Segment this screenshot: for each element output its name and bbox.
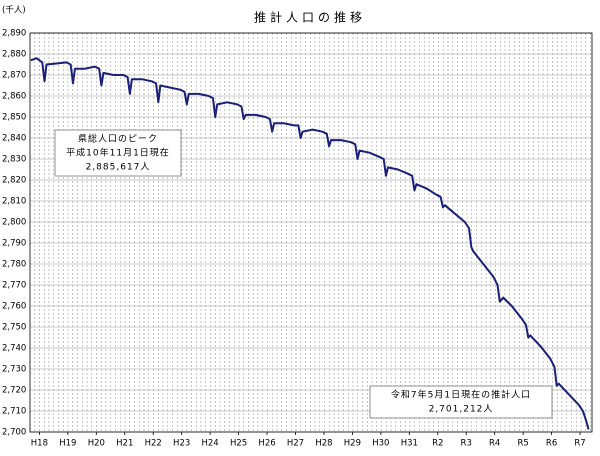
x-tick-label: H31 bbox=[401, 439, 418, 449]
annotation-box bbox=[369, 385, 553, 419]
x-tick-label: R2 bbox=[432, 439, 443, 449]
x-tick-label: H28 bbox=[315, 439, 332, 449]
y-tick-label: 2,750 bbox=[2, 323, 26, 333]
annotation-text: 2,701,212人 bbox=[429, 404, 494, 415]
x-tick-label: H20 bbox=[88, 439, 105, 449]
data-line bbox=[30, 57, 590, 430]
x-tick-label: H22 bbox=[145, 439, 162, 449]
x-tick-label: R6 bbox=[546, 439, 557, 449]
x-tick-label: H27 bbox=[287, 439, 304, 449]
y-tick-label: 2,800 bbox=[2, 218, 26, 228]
y-tick-label: 2,790 bbox=[2, 239, 26, 249]
y-tick-label: 2,890 bbox=[2, 29, 26, 39]
y-tick-label: 2,780 bbox=[2, 260, 26, 270]
x-tick-label: H23 bbox=[173, 439, 190, 449]
y-tick-label: 2,820 bbox=[2, 176, 26, 186]
x-tick-label: R7 bbox=[574, 439, 585, 449]
annotation: 令和7年5月1日現在の推計人口 2,701,212人 bbox=[369, 385, 553, 419]
x-tick-label: H19 bbox=[59, 439, 76, 449]
x-tick-label: H26 bbox=[258, 439, 275, 449]
y-tick-label: 2,710 bbox=[2, 407, 26, 417]
y-tick-label: 2,720 bbox=[2, 386, 26, 396]
x-tick-label: R5 bbox=[517, 439, 528, 449]
y-unit: (千人) bbox=[2, 5, 26, 16]
y-tick-label: 2,700 bbox=[2, 428, 26, 438]
annotation-text: 2,885,617人 bbox=[86, 162, 151, 173]
y-tick-label: 2,740 bbox=[2, 344, 26, 354]
x-tick-label: H18 bbox=[31, 439, 48, 449]
x-tick-label: H25 bbox=[230, 439, 247, 449]
y-tick-label: 2,860 bbox=[2, 92, 26, 102]
y-tick-label: 2,830 bbox=[2, 155, 26, 165]
annotation-text: 令和7年5月1日現在の推計人口 bbox=[391, 389, 531, 401]
x-tick-label: H21 bbox=[116, 439, 133, 449]
y-tick-label: 2,880 bbox=[2, 50, 26, 60]
y-tick-label: 2,850 bbox=[2, 113, 26, 123]
y-tick-label: 2,770 bbox=[2, 281, 26, 291]
annotation-text: 平成10年11月1日現在 bbox=[66, 147, 170, 159]
y-tick-label: 2,870 bbox=[2, 71, 26, 81]
y-tick-label: 2,810 bbox=[2, 197, 26, 207]
x-tick-label: H24 bbox=[202, 439, 219, 449]
plot-frame bbox=[29, 32, 593, 433]
chart-title: 推計人口の推移 bbox=[254, 10, 366, 25]
y-tick-label: 2,760 bbox=[2, 302, 26, 312]
x-tick-label: H29 bbox=[344, 439, 361, 449]
x-tick-label: R4 bbox=[489, 439, 500, 449]
x-tick-label: H30 bbox=[372, 439, 389, 449]
y-tick-label: 2,730 bbox=[2, 365, 26, 375]
x-tick-label: R3 bbox=[461, 439, 472, 449]
y-tick-label: 2,840 bbox=[2, 134, 26, 144]
annotation-text: 県総人口のピーク bbox=[78, 133, 158, 145]
annotation-box bbox=[54, 129, 182, 177]
